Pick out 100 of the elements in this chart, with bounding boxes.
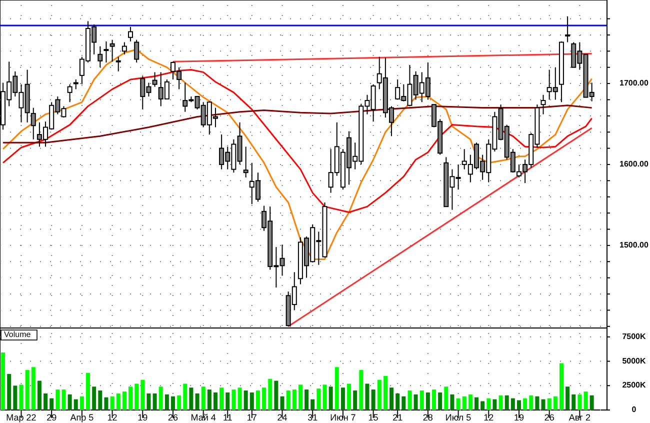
x-tick-label: 12 <box>107 412 118 422</box>
line-series <box>2 69 593 213</box>
bar <box>13 386 18 410</box>
y-tick-label: 5000K <box>622 356 646 366</box>
bar <box>262 388 266 410</box>
bar <box>74 399 78 410</box>
bar <box>547 398 552 410</box>
x-tick-label: 12 <box>484 412 494 422</box>
bar <box>274 380 278 410</box>
bar <box>444 386 448 410</box>
bar <box>37 380 42 410</box>
bar <box>328 386 333 410</box>
bar <box>377 380 382 410</box>
candlestick <box>122 42 127 55</box>
x-tick-label: Июн 7 <box>330 412 356 422</box>
x-tick-label: Май 4 <box>190 412 216 422</box>
bar <box>128 386 133 410</box>
bar <box>486 398 491 410</box>
candlestick <box>104 40 109 63</box>
bar <box>426 392 430 410</box>
candlestick <box>116 56 121 72</box>
bar <box>280 396 284 410</box>
bar <box>492 399 497 410</box>
bar <box>244 390 248 410</box>
line-series <box>2 104 593 144</box>
bar <box>238 388 242 410</box>
bar <box>146 393 151 410</box>
bar <box>516 400 521 410</box>
bar <box>304 390 309 410</box>
bar <box>25 370 30 410</box>
bar <box>474 397 478 410</box>
bar <box>62 390 66 410</box>
bar <box>164 394 169 410</box>
bar <box>480 401 485 410</box>
bar <box>116 393 120 410</box>
bar <box>498 395 503 410</box>
x-tick-label: 15 <box>368 412 378 422</box>
x-tick-label: 28 <box>422 412 433 422</box>
bar <box>584 391 588 410</box>
bar <box>432 390 436 410</box>
bar <box>152 393 157 410</box>
bar <box>250 392 254 410</box>
candlestick <box>73 78 78 90</box>
bar <box>86 372 90 410</box>
bar <box>292 390 296 410</box>
x-tick-label: 19 <box>138 412 148 422</box>
bar <box>553 396 558 410</box>
x-tick-label: 29 <box>46 412 57 422</box>
bar <box>298 384 302 410</box>
bar <box>80 396 84 410</box>
bar <box>220 388 224 410</box>
x-tick-label: 11 <box>222 412 232 422</box>
y-tick-label: 1700.00 <box>620 78 650 88</box>
bar <box>535 396 540 410</box>
bar <box>420 390 424 410</box>
x-tick-label: Мар 22 <box>6 412 36 422</box>
bar <box>158 386 163 410</box>
bar <box>541 399 546 410</box>
bar <box>177 395 182 410</box>
y-tick-label: 2500K <box>622 380 646 390</box>
candlestick <box>67 84 72 103</box>
bar <box>371 390 376 410</box>
x-tick-label: 26 <box>544 412 554 422</box>
bar <box>383 376 388 410</box>
x-tick-label: 17 <box>246 412 257 422</box>
x-tick-label: Июл 5 <box>445 412 472 422</box>
x-tick-label: Авг 2 <box>568 412 590 422</box>
bar <box>195 393 200 410</box>
bar <box>322 384 327 410</box>
bar <box>456 398 460 410</box>
bar <box>68 394 72 410</box>
bar <box>183 384 188 410</box>
bar <box>134 384 139 410</box>
candlestick <box>128 26 134 42</box>
bar <box>359 370 364 410</box>
chart-title: Volume <box>4 330 32 340</box>
bar <box>408 390 412 410</box>
bar <box>316 388 321 410</box>
bar <box>504 395 509 410</box>
bar <box>510 398 515 410</box>
bar <box>462 396 466 410</box>
bar <box>402 396 406 410</box>
y-tick-label: 1500.00 <box>620 240 650 250</box>
bar <box>566 386 570 410</box>
y-tick-label: 1600.00 <box>620 160 650 169</box>
bar <box>396 393 400 410</box>
bar <box>92 386 96 410</box>
bar <box>44 393 48 410</box>
x-tick-label: 31 <box>308 412 318 422</box>
candlestick <box>565 16 570 43</box>
x-tick-label: 19 <box>514 412 524 422</box>
candlestick <box>540 94 546 115</box>
bar <box>207 390 212 410</box>
bar <box>170 396 175 410</box>
bar <box>559 363 564 410</box>
bar <box>468 394 472 410</box>
bar <box>572 394 576 410</box>
bar <box>256 390 260 410</box>
bar <box>438 392 442 410</box>
bar <box>98 390 102 410</box>
